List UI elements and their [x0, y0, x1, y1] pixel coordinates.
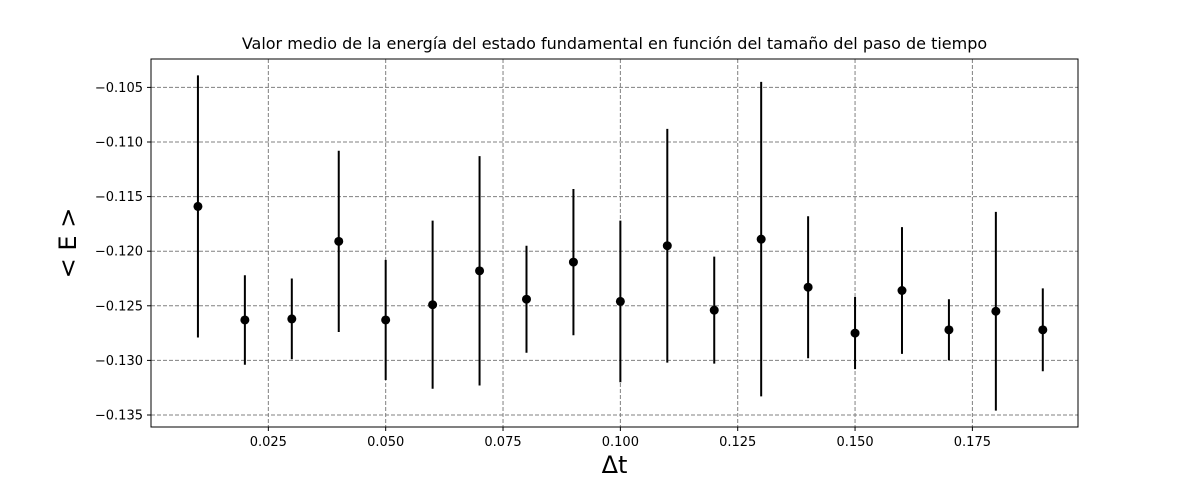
data-point — [803, 282, 813, 292]
data-point — [991, 306, 1001, 316]
plot-frame — [150, 58, 1079, 428]
data-point — [193, 201, 203, 211]
data-point — [709, 305, 719, 315]
x-tick-label: 0.175 — [954, 435, 991, 450]
x-tick-label: 0.050 — [367, 435, 404, 450]
x-tick-label: 0.025 — [250, 435, 287, 450]
y-tick-label: −0.105 — [95, 81, 143, 96]
x-tick-label: 0.100 — [602, 435, 639, 450]
data-point — [1038, 325, 1048, 335]
data-point — [334, 236, 344, 246]
y-tick-label: −0.120 — [95, 245, 143, 260]
data-point — [568, 257, 578, 267]
x-axis-label: Δt — [602, 451, 628, 479]
series-layer — [193, 75, 1048, 411]
y-tick-label: −0.110 — [95, 135, 143, 150]
data-point — [521, 294, 531, 304]
x-tick-label: 0.075 — [484, 435, 521, 450]
data-point — [381, 315, 391, 325]
data-point — [615, 296, 625, 306]
data-point — [240, 315, 250, 325]
y-tick-label: −0.125 — [95, 299, 143, 314]
x-tick-label: 0.125 — [719, 435, 756, 450]
y-tick-label: −0.115 — [95, 190, 143, 205]
y-axis-label: < E > — [54, 208, 82, 279]
data-point — [756, 234, 766, 244]
data-point — [897, 286, 907, 296]
data-point — [944, 325, 954, 335]
data-point — [428, 300, 438, 310]
y-tick-label: −0.130 — [95, 354, 143, 369]
data-point — [662, 241, 672, 251]
x-tick-label: 0.150 — [836, 435, 873, 450]
y-axis-ticks: −0.105 −0.110 −0.115 −0.120 −0.125 −0.130 −0.1… — [95, 81, 151, 423]
chart-title: Valor medio de la energía del estado fun… — [242, 34, 987, 53]
data-point — [475, 266, 485, 276]
grid — [151, 59, 1078, 427]
data-point — [850, 328, 860, 338]
y-tick-label: −0.135 — [95, 408, 143, 423]
data-point — [287, 314, 297, 324]
x-axis-ticks: 0.025 0.050 0.075 0.100 0.125 0.150 0.175 — [250, 427, 991, 450]
